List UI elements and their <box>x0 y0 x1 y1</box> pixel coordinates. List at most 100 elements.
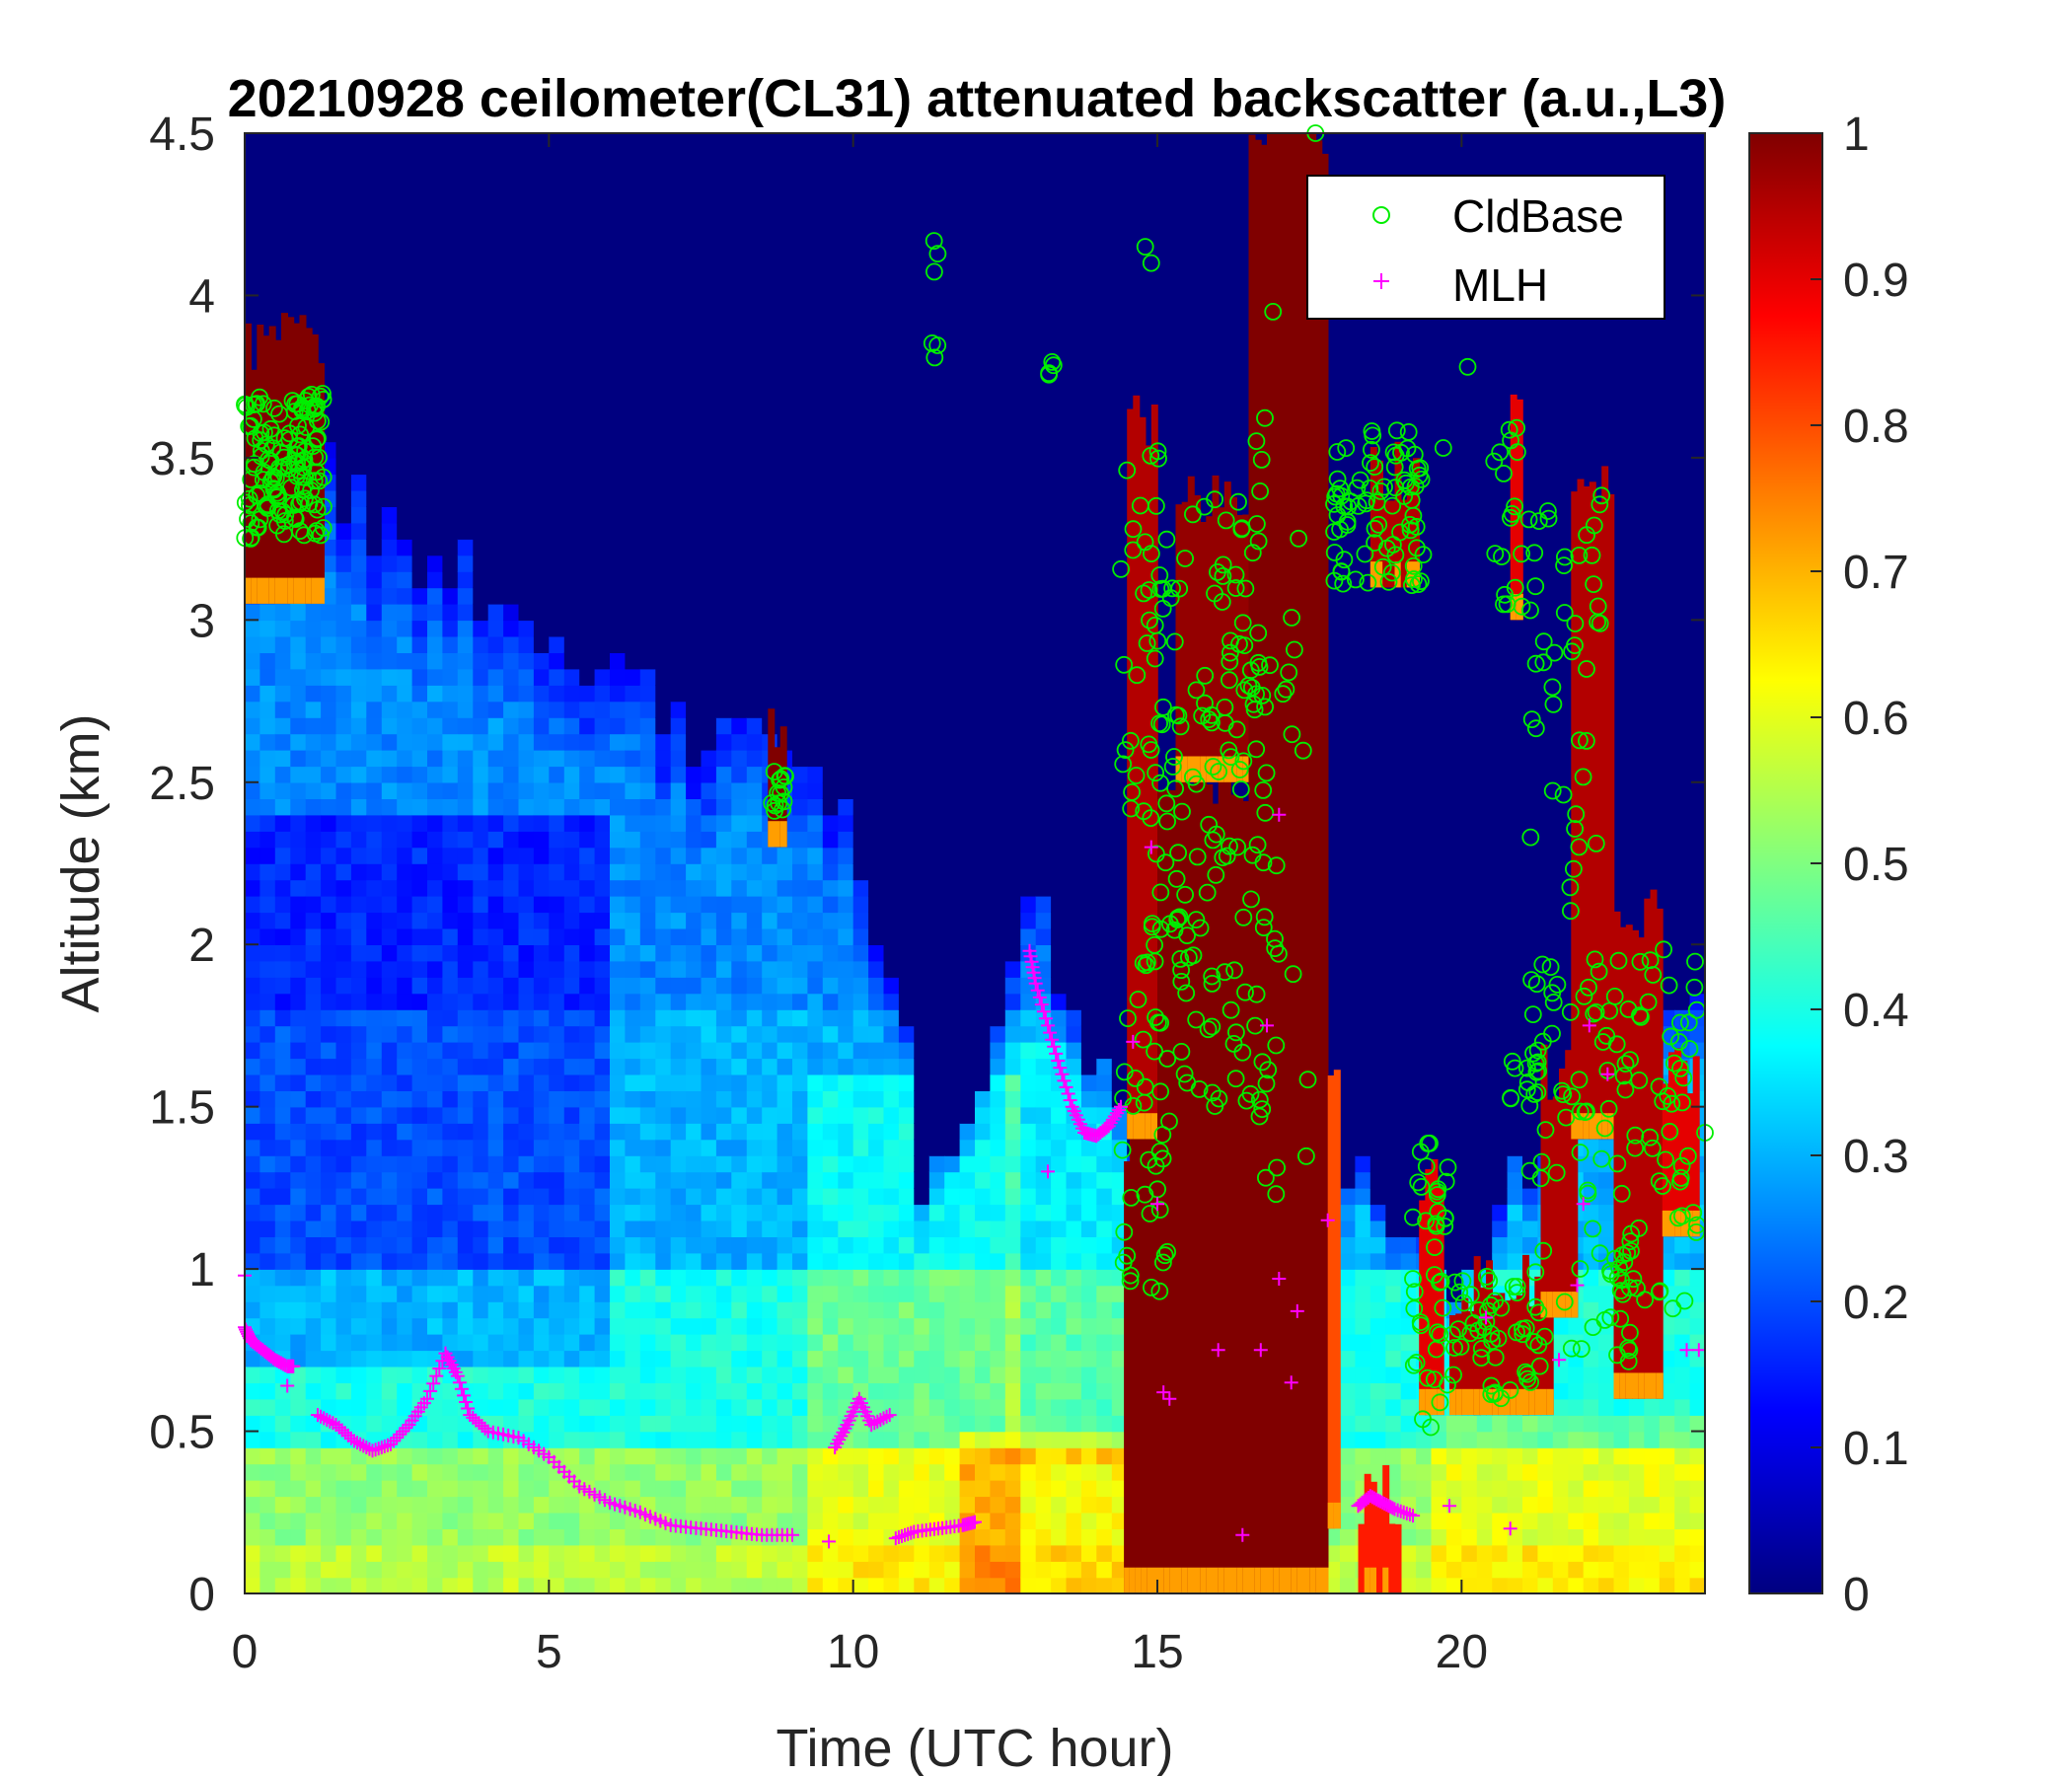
heatmap-cell <box>639 960 656 978</box>
heatmap-cell <box>959 1382 976 1400</box>
heatmap-cell <box>1035 1301 1052 1319</box>
heatmap-cell <box>1051 393 1068 410</box>
heatmap-cell <box>959 1009 976 1027</box>
heatmap-cell <box>1004 927 1021 945</box>
heatmap-cell <box>914 555 930 572</box>
heatmap-cell <box>1066 895 1082 914</box>
heatmap-cell <box>777 1187 793 1206</box>
heatmap-cell <box>518 197 535 215</box>
heatmap-cell <box>715 230 733 248</box>
heatmap-cell <box>1035 798 1052 816</box>
heatmap-cell <box>731 781 748 799</box>
heatmap-cell <box>625 717 641 735</box>
heatmap-cell <box>777 1512 793 1529</box>
heatmap-cell <box>838 1512 854 1529</box>
heatmap-cell <box>838 1204 854 1221</box>
heatmap-cell <box>487 847 504 864</box>
heatmap-cell <box>1004 1447 1021 1465</box>
heatmap-cell <box>610 668 627 686</box>
heatmap-cell <box>549 1479 565 1498</box>
heatmap-cell <box>639 1041 656 1060</box>
heatmap-cell <box>366 798 383 816</box>
heatmap-cell <box>305 182 322 199</box>
heatmap-cell <box>518 343 535 361</box>
heatmap-cell <box>975 993 992 1010</box>
heatmap-cell <box>321 1479 337 1498</box>
heatmap-cell <box>397 701 413 718</box>
heatmap-cell <box>503 1561 520 1579</box>
heatmap-cell <box>838 133 854 151</box>
heatmap-cell <box>807 376 824 394</box>
heatmap-cell <box>822 1058 839 1075</box>
heatmap-cell <box>883 1252 900 1270</box>
heatmap-cell <box>1051 960 1068 978</box>
heatmap-cell <box>928 1139 945 1156</box>
heatmap-cell <box>944 717 961 735</box>
heatmap-cell <box>487 1301 504 1319</box>
heatmap-cell <box>838 1139 854 1156</box>
heatmap-cell <box>1020 1431 1037 1448</box>
heatmap-cell <box>670 1544 687 1562</box>
heatmap-cell <box>639 1382 656 1400</box>
heatmap-cell <box>487 1220 504 1237</box>
heatmap-cell <box>822 766 839 783</box>
heatmap-cell <box>487 1269 504 1287</box>
heatmap-cell <box>807 781 824 799</box>
heatmap-cell <box>807 749 824 768</box>
heatmap-cell <box>290 1528 307 1546</box>
heatmap-cell <box>701 197 717 215</box>
heatmap-cell <box>290 781 307 799</box>
heatmap-cell <box>822 1333 839 1352</box>
heatmap-cell <box>655 977 672 995</box>
heatmap-cell <box>1035 343 1052 361</box>
heatmap-cell <box>928 1171 945 1189</box>
heatmap-cell <box>518 1009 535 1027</box>
heatmap-cell <box>473 1106 489 1124</box>
heatmap-cell <box>792 1090 809 1108</box>
heatmap-cell <box>959 1285 976 1302</box>
heatmap-cell <box>457 847 474 864</box>
heatmap-cell <box>594 165 611 184</box>
heatmap-cell <box>701 1366 717 1383</box>
heatmap-cell <box>1035 1382 1052 1400</box>
heatmap-cell <box>777 360 793 378</box>
heatmap-cell <box>701 603 717 622</box>
heatmap-cell <box>473 1431 489 1448</box>
heatmap-cell <box>792 1496 809 1514</box>
heatmap-cell <box>822 1139 839 1156</box>
heatmap-cell <box>1004 1577 1021 1594</box>
heatmap-cell <box>305 798 322 816</box>
heatmap-cell <box>457 360 474 378</box>
heatmap-cell <box>427 977 444 995</box>
heatmap-cell <box>350 230 368 248</box>
heatmap-cell <box>1035 766 1052 783</box>
heatmap-cell <box>777 993 793 1010</box>
heatmap-cell <box>381 1544 398 1562</box>
heatmap-cell <box>533 798 551 816</box>
heatmap-cell <box>928 1041 945 1060</box>
heatmap-cell <box>487 1025 504 1043</box>
heatmap-cell <box>807 685 824 703</box>
heatmap-cell <box>427 1171 444 1189</box>
heatmap-cell <box>1066 1463 1082 1481</box>
heatmap-cell <box>335 1171 352 1189</box>
heatmap-cell <box>411 522 428 540</box>
heatmap-cell <box>731 766 748 783</box>
heatmap-cell <box>274 668 291 686</box>
heatmap-cell <box>670 733 687 751</box>
heatmap-cell <box>792 668 809 686</box>
heatmap-cell <box>792 1577 809 1594</box>
heatmap-cell <box>670 1285 687 1302</box>
heatmap-cell <box>807 733 824 751</box>
heatmap-cell <box>822 1285 839 1302</box>
heatmap-cell <box>655 165 672 184</box>
heatmap-cell <box>975 814 992 832</box>
heatmap-cell <box>305 1236 322 1254</box>
heatmap-cell <box>366 1187 383 1206</box>
heatmap-cell <box>305 1139 322 1156</box>
heatmap-cell <box>746 1155 763 1173</box>
heatmap-cell <box>762 879 778 897</box>
heatmap-cell <box>731 1269 748 1287</box>
heatmap-cell <box>928 506 945 524</box>
heatmap-cell <box>381 1106 398 1124</box>
